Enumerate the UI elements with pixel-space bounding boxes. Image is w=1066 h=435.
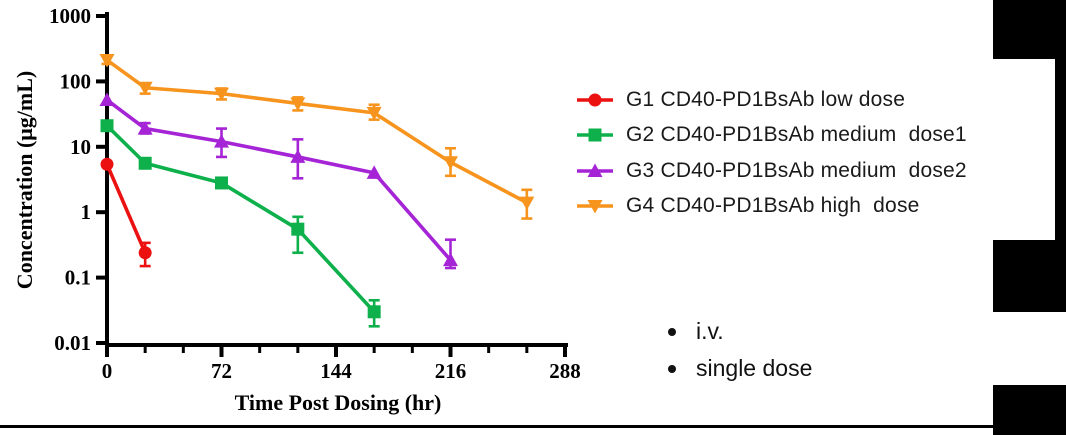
series-g3 xyxy=(99,92,458,270)
svg-text:72: 72 xyxy=(211,359,232,383)
series-g1 xyxy=(100,157,152,268)
legend-marker-g3-triangle-up-icon xyxy=(577,163,613,177)
legend-row-g1: G1 CD40-PD1BsAb low dose xyxy=(576,82,967,118)
legend-marker-g1-circle-icon xyxy=(577,93,613,107)
bottom-border-line xyxy=(0,425,1066,428)
note-item-iv: i.v. xyxy=(668,313,812,350)
redaction-strip-right-edge xyxy=(1055,59,1066,240)
svg-text:100: 100 xyxy=(60,69,92,93)
bullet-dot-icon xyxy=(668,364,676,373)
chart-legend: G1 CD40-PD1BsAb low dose G2 CD40-PD1BsAb… xyxy=(576,82,967,224)
redaction-block-middle-right xyxy=(993,240,1066,312)
axes: 0 72 144 216 288 1000 100 10 1 0.1 0.01 Time Post D… xyxy=(12,4,581,415)
legend-label-g1: G1 CD40-PD1BsAb low dose xyxy=(626,87,906,111)
series-g2 xyxy=(100,119,381,328)
pk-concentration-chart: 0 72 144 216 288 1000 100 10 1 0.1 0.01 Time Post D… xyxy=(12,4,581,415)
svg-text:144: 144 xyxy=(320,359,352,383)
note-label-single-dose: single dose xyxy=(696,355,813,381)
legend-label-g3: G3 CD40-PD1BsAb medium dose2 xyxy=(626,158,967,182)
legend-label-g4: G4 CD40-PD1BsAb high dose xyxy=(626,194,920,218)
svg-text:1000: 1000 xyxy=(49,4,91,28)
note-label-iv: i.v. xyxy=(696,318,724,344)
legend-marker-g2-square-icon xyxy=(577,128,613,142)
legend-label-g2: G2 CD40-PD1BsAb medium dose1 xyxy=(626,123,967,147)
legend-marker-g4-triangle-down-icon xyxy=(577,200,613,214)
svg-text:10: 10 xyxy=(70,135,91,159)
note-item-single-dose: single dose xyxy=(668,350,812,387)
svg-text:Concentration (μg/mL): Concentration (μg/mL) xyxy=(12,71,37,289)
svg-text:216: 216 xyxy=(435,359,467,383)
svg-text:1: 1 xyxy=(81,200,92,224)
svg-text:0: 0 xyxy=(102,359,113,383)
legend-row-g2: G2 CD40-PD1BsAb medium dose1 xyxy=(576,118,967,154)
legend-row-g4: G4 CD40-PD1BsAb high dose xyxy=(576,189,967,225)
dosing-notes-list: i.v. single dose xyxy=(668,313,812,387)
redaction-block-top-right xyxy=(993,0,1066,59)
svg-text:0.1: 0.1 xyxy=(65,266,91,290)
svg-text:Time Post Dosing (hr): Time Post Dosing (hr) xyxy=(235,390,442,415)
svg-text:288: 288 xyxy=(549,359,581,383)
legend-row-g3: G3 CD40-PD1BsAb medium dose2 xyxy=(576,153,967,189)
bullet-dot-icon xyxy=(668,327,676,336)
series-g4 xyxy=(99,54,535,220)
svg-text:0.01: 0.01 xyxy=(54,331,91,355)
